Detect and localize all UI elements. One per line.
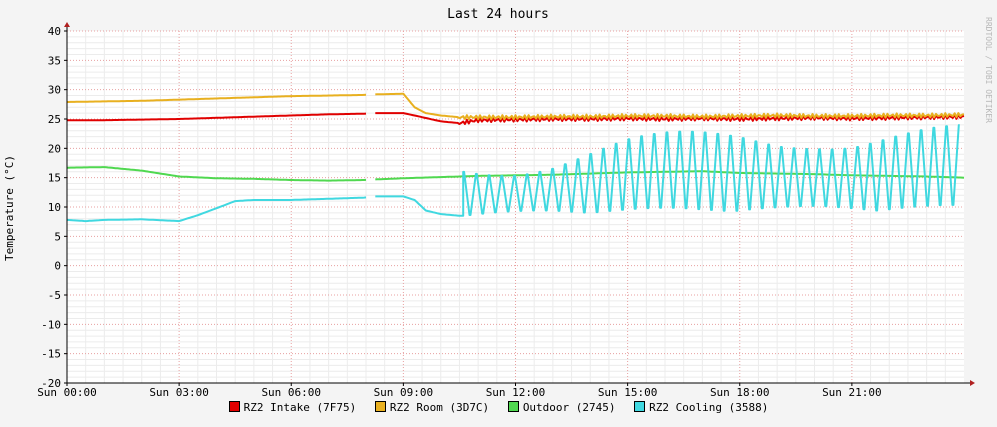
legend-item-outdoor: Outdoor (2745) [507,401,616,414]
y-tick-label: 10 [48,201,61,214]
series-line-room-1 [67,93,367,103]
legend-swatch-outdoor [507,401,519,412]
series-layer [66,92,965,223]
y-tick-label: 30 [48,84,61,97]
legend-item-intake: RZ2 Intake (7F75) [228,401,357,414]
axes: -20 -15 -10 -5 0 5 10 15 20 25 30 35 40 Sun 00:00 Sun … [37,22,975,399]
chart-title: Last 24 hours [447,7,549,22]
legend-swatch-cooling [634,401,646,412]
series-line-outdoor-1 [67,166,367,182]
x-tick-label: Sun 15:00 [598,386,658,399]
series-line-room-2 [375,92,965,121]
y-tick-label: 35 [48,54,61,67]
y-tick-label: 40 [48,25,61,38]
legend-label-cooling: RZ2 Cooling (3588) [649,401,769,414]
y-tick-label: 20 [48,142,61,155]
x-tick-label: Sun 06:00 [261,386,321,399]
grid [66,30,964,384]
legend-item-cooling: RZ2 Cooling (3588) [634,401,768,414]
y-tick-label: -5 [48,289,61,302]
legend: RZ2 Intake (7F75) RZ2 Room (3D7C) Outdoo… [0,401,997,414]
legend-label-outdoor: Outdoor (2745) [522,401,616,414]
legend-swatch-room [374,401,386,412]
y-axis-arrow [64,22,70,27]
legend-item-room: RZ2 Room (3D7C) [374,401,490,414]
x-axis-arrow [970,380,975,386]
y-tick-label: 5 [54,230,61,243]
series-line-intake-2 [375,112,965,125]
y-axis-label: Temperature (°C) [3,155,16,261]
x-tick-label: Sun 21:00 [822,386,882,399]
x-tick-label: Sun 09:00 [374,386,434,399]
legend-swatch-intake [228,401,240,412]
series-line-cooling-1 [66,196,367,223]
y-tick-label: -15 [41,348,61,361]
y-tick-label: -10 [41,318,61,331]
x-tick-label: Sun 18:00 [710,386,770,399]
y-tick-label: 25 [48,113,61,126]
y-tick-label: -20 [41,377,61,390]
y-tick-label: 15 [48,172,61,185]
watermark: RRDTOOL / TOBI OETIKER [984,17,993,123]
legend-label-intake: RZ2 Intake (7F75) [243,401,357,414]
series-line-intake-1 [67,112,367,122]
series-line-cooling-2 [375,124,960,217]
x-tick-label: Sun 03:00 [149,386,209,399]
y-tick-label: 0 [54,260,61,273]
legend-label-room: RZ2 Room (3D7C) [389,401,490,414]
x-tick-label: Sun 12:00 [486,386,546,399]
x-tick-label: Sun 00:00 [37,386,97,399]
